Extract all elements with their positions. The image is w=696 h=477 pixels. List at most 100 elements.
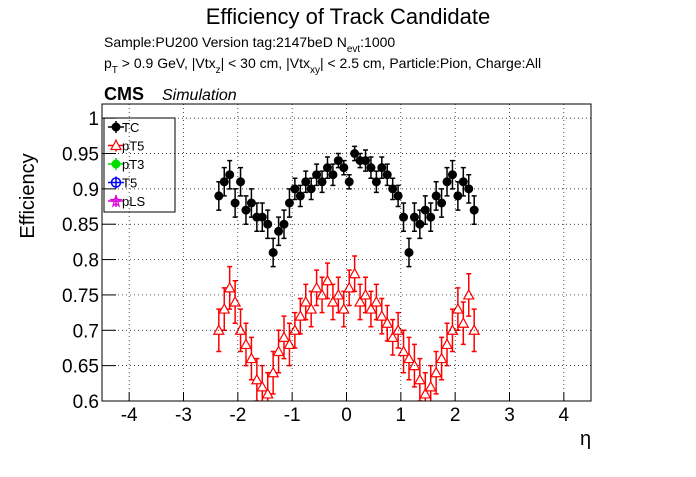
y-tick-label: 0.95	[62, 145, 99, 166]
marker	[246, 198, 256, 208]
y-tick-label: 0.65	[62, 357, 99, 378]
y-tick-label: 0.6	[73, 392, 99, 413]
marker	[256, 380, 269, 392]
marker	[397, 345, 410, 357]
subtitle-part: :1000	[360, 34, 395, 50]
marker	[404, 248, 414, 257]
marker	[272, 345, 285, 357]
marker	[437, 198, 447, 208]
y-tick-label: 0.75	[62, 286, 99, 307]
marker	[111, 122, 121, 132]
subtitle: Sample:PU200 Version tag:2147beD Nevt:10…	[104, 34, 395, 55]
marker	[393, 191, 403, 201]
marker	[382, 170, 392, 180]
marker	[344, 177, 354, 187]
x-tick-label: -1	[284, 405, 301, 426]
marker	[267, 366, 280, 378]
marker	[284, 198, 294, 208]
marker	[430, 366, 443, 378]
marker	[343, 281, 356, 293]
marker	[431, 191, 441, 201]
x-tick-label: -2	[229, 405, 246, 426]
marker	[229, 295, 242, 307]
subscript: T	[112, 65, 118, 76]
marker	[462, 288, 475, 300]
marker	[261, 387, 274, 399]
marker	[371, 177, 381, 187]
marker	[435, 352, 448, 364]
x-tick-label: 1	[396, 405, 407, 426]
marker	[413, 373, 426, 385]
marker	[111, 159, 121, 169]
marker	[225, 170, 235, 180]
subtitle: pT > 0.9 GeV, |Vtxz| < 30 cm, |Vtxxy| < …	[104, 55, 541, 76]
marker	[277, 331, 291, 342]
marker	[305, 302, 318, 314]
marker	[263, 219, 273, 229]
marker	[366, 163, 376, 173]
x-tick-label: -4	[121, 405, 138, 426]
marker	[109, 194, 123, 208]
legend-label: pLS	[122, 194, 145, 209]
marker	[295, 191, 305, 201]
marker	[109, 139, 123, 151]
marker	[214, 191, 224, 201]
subscript: z	[216, 65, 221, 76]
marker	[370, 295, 383, 307]
y-tick-label: 1	[88, 109, 99, 130]
marker	[364, 302, 377, 314]
marker	[299, 295, 312, 307]
marker	[408, 359, 421, 371]
marker	[301, 177, 311, 187]
experiment-label: CMS	[104, 84, 144, 104]
marker	[322, 163, 332, 173]
marker	[239, 338, 253, 350]
marker	[294, 309, 307, 321]
marker	[348, 267, 361, 279]
marker	[339, 163, 349, 173]
marker	[453, 191, 463, 201]
marker	[312, 170, 322, 180]
marker	[447, 170, 457, 180]
marker	[386, 331, 399, 342]
marker	[245, 352, 258, 364]
marker	[310, 281, 323, 293]
x-axis-title: η	[580, 428, 591, 450]
experiment-note: Simulation	[162, 87, 237, 104]
marker	[236, 177, 246, 187]
marker	[257, 212, 267, 222]
marker	[361, 156, 371, 166]
marker	[274, 226, 284, 236]
marker	[442, 177, 452, 187]
marker	[420, 205, 430, 215]
y-tick-label: 0.8	[73, 251, 99, 272]
marker	[388, 184, 398, 194]
marker	[218, 302, 231, 314]
marker	[241, 205, 251, 215]
legend-label: T5	[122, 176, 137, 191]
chart-title: Efficiency of Track Candidate	[206, 4, 491, 29]
legend-label: TC	[122, 120, 139, 135]
marker	[426, 212, 436, 222]
marker	[306, 184, 316, 194]
marker	[377, 163, 387, 173]
marker	[268, 248, 278, 257]
marker	[328, 170, 338, 180]
y-axis-title: Efficiency	[17, 153, 39, 238]
x-tick-label: -3	[175, 405, 192, 426]
subscript: xy	[310, 65, 320, 76]
subtitle-part: p	[104, 55, 112, 71]
marker	[409, 212, 419, 222]
marker	[419, 387, 432, 399]
y-tick-label: 0.7	[73, 321, 99, 342]
marker	[458, 177, 468, 187]
subtitle-part: | < 2.5 cm, Particle:Pion, Charge:All	[320, 55, 541, 71]
subscript: evt	[347, 44, 361, 55]
marker	[468, 324, 481, 335]
subtitle-part: | < 30 cm, |Vtx	[221, 55, 310, 71]
marker	[283, 338, 296, 350]
marker	[317, 177, 327, 187]
marker	[381, 316, 394, 328]
